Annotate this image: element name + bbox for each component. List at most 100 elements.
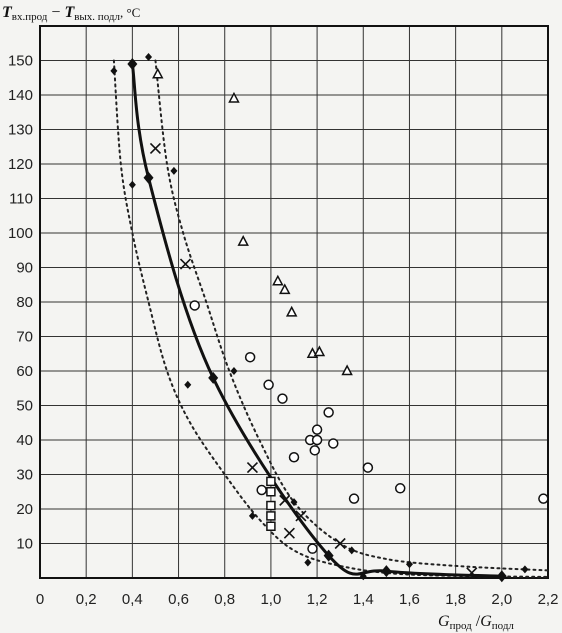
x-tick-label: 0,4 xyxy=(122,591,143,608)
cross-marker xyxy=(149,142,162,155)
circle-marker xyxy=(323,407,334,418)
circle-marker xyxy=(538,493,549,504)
x-tick-label: 0,2 xyxy=(76,591,97,608)
x-tick-label: 0 xyxy=(36,591,44,608)
y-tick-label: 140 xyxy=(8,87,33,104)
y-tick-label: 150 xyxy=(8,53,33,70)
small-diamond-marker xyxy=(230,367,238,375)
circle-marker xyxy=(311,424,323,435)
triangle-marker xyxy=(341,364,353,376)
x-tick-label: 0,8 xyxy=(214,591,235,608)
y-label-t1-sub: вх.прод xyxy=(12,11,48,23)
x-label-g2: G xyxy=(480,613,492,630)
circle-marker xyxy=(307,543,318,554)
envelope-curves xyxy=(112,59,549,578)
y-tick-label: 80 xyxy=(16,294,33,311)
y-label-t2: T xyxy=(64,4,75,21)
circle-marker xyxy=(263,379,274,391)
triangle-marker xyxy=(279,283,291,295)
y-label-unit: , °C xyxy=(120,5,140,20)
square-marker xyxy=(266,487,276,497)
y-label-t2-sub: вых. подл xyxy=(74,11,120,23)
x-axis-label: Gпрод /Gподл xyxy=(438,613,514,632)
y-label-t1: T xyxy=(2,4,13,21)
triangle-marker xyxy=(228,91,240,103)
circle-marker xyxy=(328,438,339,449)
x-tick-label: 1,0 xyxy=(260,591,281,608)
y-tick-label: 30 xyxy=(16,467,33,484)
cross-marker xyxy=(279,494,291,506)
data-markers xyxy=(110,53,549,583)
envelope-curve xyxy=(154,59,549,572)
y-tick-label: 70 xyxy=(16,329,33,346)
square-marker xyxy=(266,500,276,511)
triangle-marker xyxy=(313,345,326,357)
x-label-g2-sub: подл xyxy=(492,620,515,632)
x-tick-labels: 0 0,2 0,4 0,6 0,8 1,0 1,2 1,4 1,6 1,8 2,0 2,2 xyxy=(36,591,559,608)
small-diamond-marker xyxy=(145,53,153,62)
small-diamond-marker xyxy=(170,166,178,175)
small-diamond-marker xyxy=(110,66,118,75)
small-diamond-marker xyxy=(521,565,529,574)
y-tick-label: 90 xyxy=(16,260,33,277)
circle-marker xyxy=(348,493,360,504)
cross-marker xyxy=(283,527,295,539)
circle-marker xyxy=(277,393,288,404)
y-tick-label: 20 xyxy=(16,501,33,518)
y-axis-label: Tвх.прод − Tвых. подл, °C xyxy=(2,4,140,23)
triangle-marker xyxy=(152,67,164,79)
circle-marker xyxy=(189,300,200,311)
small-diamond-marker xyxy=(405,560,413,569)
diamond-marker xyxy=(381,565,392,578)
cross-marker xyxy=(246,462,259,474)
x-label-slash: / xyxy=(472,613,481,630)
square-marker xyxy=(266,476,276,487)
small-diamond-marker xyxy=(248,511,256,520)
small-diamond-marker xyxy=(348,546,356,555)
y-tick-label: 50 xyxy=(16,398,33,415)
y-tick-label: 120 xyxy=(8,156,33,173)
y-label-minus: − xyxy=(47,4,64,21)
diamond-marker xyxy=(323,549,334,562)
diamond-marker xyxy=(496,570,507,583)
x-label-g1-sub: прод xyxy=(450,620,473,632)
small-diamond-marker xyxy=(128,180,136,189)
x-tick-label: 1,6 xyxy=(399,591,420,608)
small-diamond-marker xyxy=(184,380,192,389)
y-tick-label: 60 xyxy=(16,363,33,380)
circle-marker xyxy=(394,483,406,494)
diamond-marker xyxy=(143,171,154,184)
circle-marker xyxy=(311,434,323,446)
x-tick-label: 2,0 xyxy=(491,591,512,608)
y-tick-label: 130 xyxy=(8,122,33,139)
x-label-g1: G xyxy=(438,613,450,630)
cross-marker xyxy=(334,537,346,550)
x-tick-label: 2,2 xyxy=(538,591,559,608)
y-tick-label: 40 xyxy=(16,432,33,449)
plot-frame xyxy=(39,25,549,579)
x-tick-label: 0,6 xyxy=(168,591,189,608)
diamond-marker xyxy=(208,371,219,384)
cross-marker xyxy=(179,258,192,270)
y-tick-label: 110 xyxy=(9,191,33,208)
triangle-marker xyxy=(272,274,284,286)
small-diamond-marker xyxy=(359,572,367,581)
x-tick-label: 1,8 xyxy=(445,591,466,608)
envelope-curve xyxy=(112,59,549,578)
diamond-marker xyxy=(127,57,138,70)
circle-marker xyxy=(309,445,321,456)
circle-marker xyxy=(288,452,300,463)
x-tick-label: 1,2 xyxy=(307,591,328,608)
y-tick-label: 10 xyxy=(16,536,33,553)
circle-marker xyxy=(362,462,374,473)
cross-marker xyxy=(295,510,307,522)
y-tick-label: 100 xyxy=(8,225,33,242)
triangle-marker xyxy=(285,305,298,317)
small-diamond-marker xyxy=(304,558,312,567)
square-marker xyxy=(266,521,276,531)
x-tick-label: 1,4 xyxy=(353,591,374,608)
circle-marker xyxy=(256,484,267,496)
y-tick-labels: 10 20 30 40 50 60 70 80 90 100 110 120 130 140 150 xyxy=(8,53,33,553)
triangle-marker xyxy=(237,235,249,246)
